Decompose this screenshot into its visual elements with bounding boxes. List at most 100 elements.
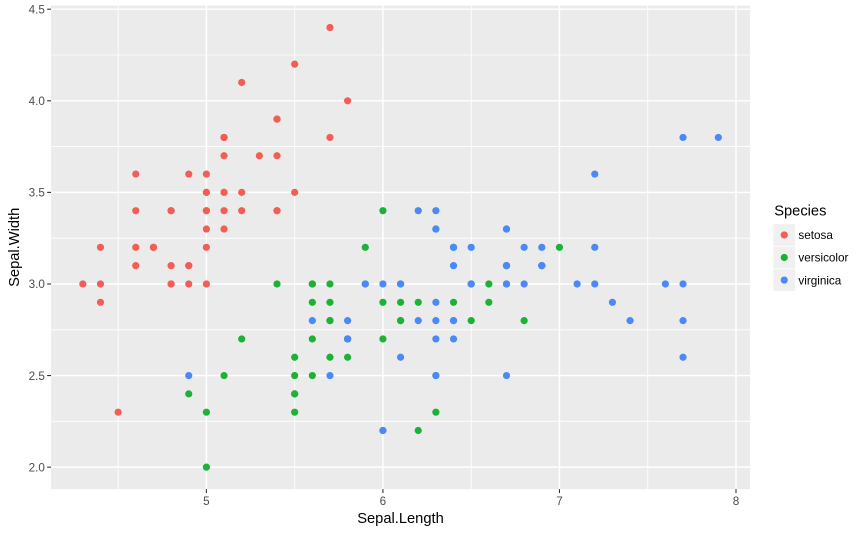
point-versicolor — [202, 463, 210, 471]
plot-panel — [51, 5, 751, 490]
data-points — [79, 23, 722, 471]
point-virginica — [432, 298, 440, 306]
point-setosa — [238, 188, 246, 196]
point-virginica — [379, 426, 387, 435]
point-setosa — [202, 280, 210, 288]
point-virginica — [396, 353, 405, 361]
point-virginica — [591, 280, 599, 288]
point-virginica — [626, 317, 634, 325]
point-versicolor — [202, 408, 210, 416]
point-virginica — [449, 317, 458, 325]
point-versicolor — [326, 353, 334, 361]
x-tick-label: 6 — [380, 495, 387, 508]
point-virginica — [414, 207, 422, 215]
point-setosa — [202, 170, 210, 178]
point-virginica — [679, 280, 687, 288]
point-virginica — [432, 317, 440, 325]
point-versicolor — [432, 408, 440, 416]
point-versicolor — [308, 371, 316, 380]
point-setosa — [291, 188, 299, 196]
point-virginica — [502, 371, 511, 380]
point-setosa — [132, 262, 140, 270]
y-tick-label: 4.5 — [29, 3, 46, 16]
point-virginica — [502, 280, 511, 288]
point-setosa — [220, 133, 228, 142]
axis-tick-labels: 5 6 7 8 2.0 2.5 3.0 3.5 4.0 4.5 — [29, 3, 740, 508]
point-virginica — [520, 243, 528, 251]
point-virginica — [361, 280, 369, 288]
point-virginica — [679, 353, 687, 361]
point-setosa — [96, 243, 105, 251]
point-virginica — [538, 262, 546, 270]
point-setosa — [344, 97, 352, 105]
point-versicolor — [396, 317, 405, 325]
point-versicolor — [361, 243, 369, 251]
x-tick-label: 7 — [556, 495, 563, 508]
legend-title: Species — [774, 204, 826, 220]
x-tick-label: 5 — [203, 495, 210, 508]
point-virginica — [449, 243, 458, 251]
y-tick-label: 3.0 — [29, 278, 46, 291]
point-virginica — [432, 335, 440, 343]
point-versicolor — [555, 243, 564, 251]
point-virginica — [520, 280, 528, 288]
point-versicolor — [414, 298, 422, 306]
point-setosa — [185, 262, 193, 270]
point-versicolor — [379, 207, 387, 215]
point-setosa — [167, 262, 175, 270]
point-virginica — [608, 298, 617, 306]
point-setosa — [79, 280, 87, 288]
point-versicolor — [220, 371, 228, 380]
point-virginica — [326, 371, 334, 380]
point-virginica — [432, 207, 440, 215]
point-virginica — [379, 280, 387, 288]
point-virginica — [449, 335, 458, 343]
point-virginica — [538, 243, 546, 251]
point-versicolor — [344, 353, 352, 361]
point-virginica — [591, 170, 599, 178]
point-virginica — [185, 371, 193, 380]
point-versicolor — [238, 335, 246, 343]
point-virginica — [679, 133, 687, 142]
point-virginica — [449, 262, 458, 270]
y-tick-label: 4.0 — [29, 95, 46, 108]
legend-label-versicolor: versicolor — [798, 252, 848, 265]
legend-label-setosa: setosa — [798, 229, 833, 242]
point-virginica — [679, 317, 687, 325]
point-versicolor — [308, 280, 316, 288]
y-tick-label: 2.0 — [29, 461, 46, 474]
point-virginica — [661, 280, 669, 288]
point-versicolor — [485, 298, 493, 306]
point-setosa — [291, 60, 299, 68]
point-setosa — [96, 280, 105, 288]
point-setosa — [255, 152, 263, 160]
y-tick-label: 2.5 — [29, 370, 46, 383]
point-virginica — [344, 335, 352, 343]
legend-label-virginica: virginica — [798, 274, 841, 287]
point-versicolor — [291, 371, 299, 380]
point-versicolor — [273, 280, 281, 288]
point-versicolor — [414, 426, 422, 435]
point-versicolor — [185, 390, 193, 398]
point-setosa — [273, 152, 281, 160]
point-versicolor — [308, 335, 316, 343]
point-setosa — [326, 133, 334, 142]
point-versicolor — [291, 390, 299, 398]
point-setosa — [167, 207, 175, 215]
point-setosa — [238, 78, 246, 87]
point-setosa — [202, 243, 210, 251]
y-axis-title: Sepal.Width — [7, 208, 23, 287]
point-virginica — [591, 243, 599, 251]
point-virginica — [467, 243, 475, 251]
point-setosa — [149, 243, 158, 251]
x-axis-title: Sepal.Length — [357, 511, 444, 527]
point-setosa — [220, 152, 228, 160]
point-virginica — [467, 280, 475, 288]
point-virginica — [502, 262, 511, 270]
point-setosa — [220, 188, 228, 196]
point-setosa — [202, 225, 210, 233]
point-versicolor — [520, 317, 528, 325]
legend-swatch-virginica — [780, 276, 788, 284]
